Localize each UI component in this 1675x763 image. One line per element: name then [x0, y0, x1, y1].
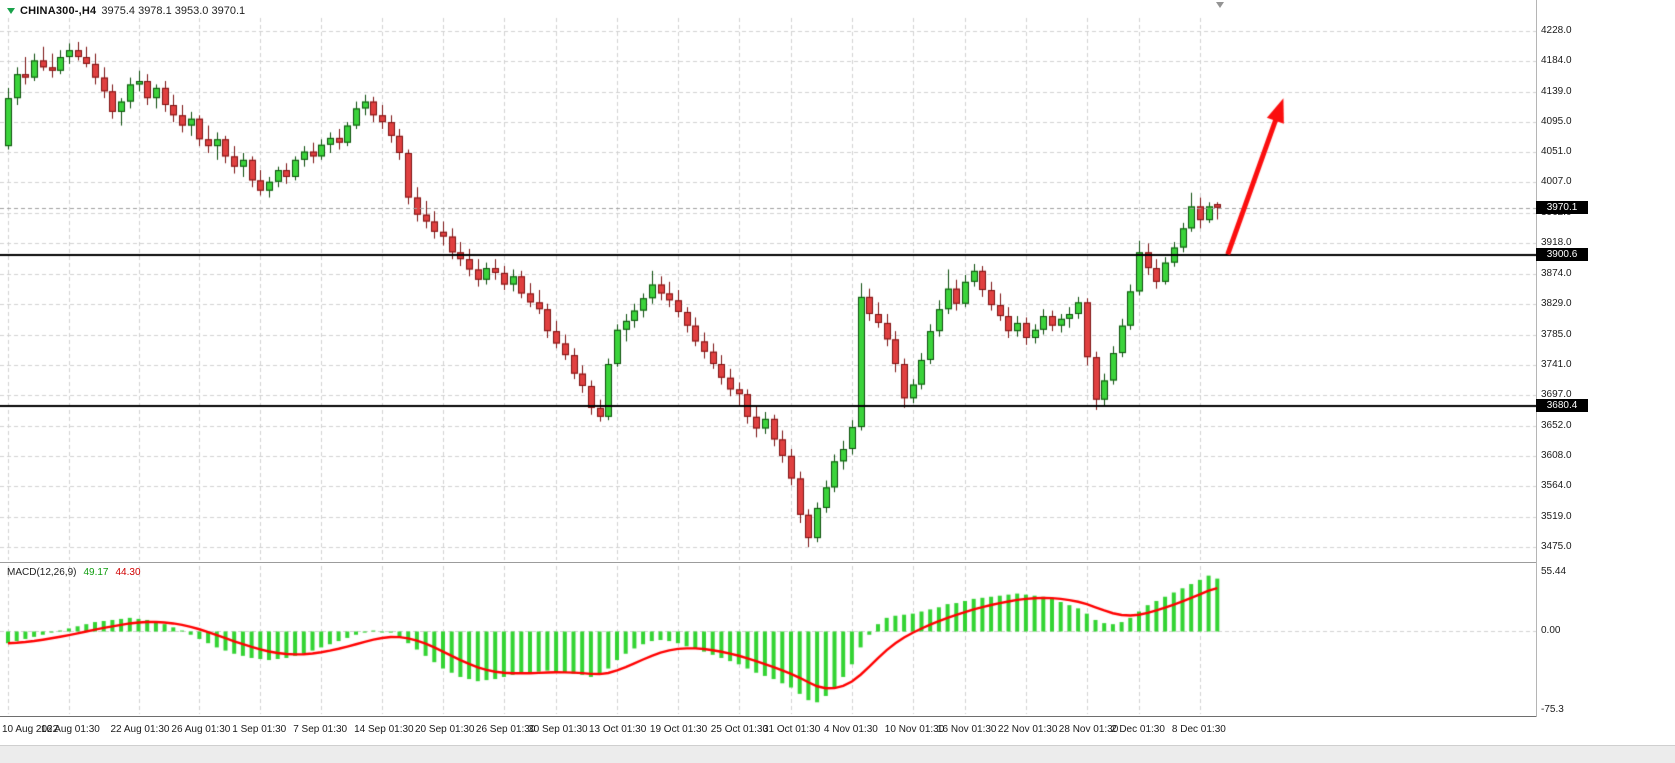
price-tick-label: 3741.0 [1541, 358, 1572, 370]
time-axis-separator [0, 716, 1537, 717]
price-tick-label: 3652.0 [1541, 419, 1572, 431]
time-tick-label: 1 Sep 01:30 [232, 724, 287, 735]
chart-shift-marker-icon[interactable] [1216, 2, 1224, 8]
price-tick-label: 3874.0 [1541, 267, 1572, 279]
time-tick-label: 30 Sep 01:30 [528, 724, 588, 735]
window-bottom-edge [0, 745, 1675, 763]
time-tick-label: 16 Aug 01:30 [40, 724, 100, 735]
price-tick-label: 4139.0 [1541, 85, 1572, 97]
time-tick-label: 16 Nov 01:30 [937, 724, 997, 735]
symbol-ohlc-values: 3975.4 3978.1 3953.0 3970.1 [101, 5, 246, 17]
pane-separator[interactable] [0, 562, 1537, 563]
price-tick-label: 4007.0 [1541, 176, 1572, 188]
time-tick-label: 22 Nov 01:30 [997, 724, 1058, 735]
time-tick-label: 2 Dec 01:30 [1111, 724, 1165, 735]
price-tick-label: 3564.0 [1541, 480, 1572, 491]
symbol-dropdown-icon[interactable] [7, 8, 15, 14]
time-tick-label: 22 Aug 01:30 [110, 724, 170, 735]
macd-main-value: 49.17 [83, 567, 109, 578]
price-tick-label: 4184.0 [1541, 55, 1572, 67]
time-tick-label: 13 Oct 01:30 [589, 724, 647, 735]
price-tick-label: 4051.0 [1541, 146, 1572, 158]
time-tick-label: 10 Aug 2022 [2, 724, 59, 735]
price-tick-label: 3829.0 [1541, 298, 1572, 310]
price-badge-last-price: 3970.1 [1536, 200, 1588, 214]
symbol-label: CHINA300-,H4 3975.4 3978.1 3953.0 3970.1 [7, 5, 245, 17]
time-tick-label: 20 Sep 01:30 [415, 724, 475, 735]
price-tick-label: 3519.0 [1541, 510, 1572, 522]
time-tick-label: 8 Dec 01:30 [1171, 724, 1226, 735]
macd-signal-value: 44.30 [115, 567, 141, 578]
time-tick-label: 26 Aug 01:30 [171, 724, 231, 735]
axis-vertical-separator [1536, 0, 1537, 743]
time-axis[interactable]: 10 Aug 2022 16 Aug 01:30 22 Aug 01:30 26 Au… [0, 717, 1537, 743]
time-tick-label: 31 Oct 01:30 [763, 724, 821, 735]
price-tick-label: 3785.0 [1541, 328, 1572, 340]
price-tick-label: 3475.0 [1541, 541, 1572, 552]
time-tick-label: 26 Sep 01:30 [475, 724, 536, 735]
price-tick-label: 3697.0 [1541, 388, 1572, 400]
time-tick-label: 10 Nov 01:30 [884, 724, 945, 735]
price-badge-support-level: 3680.4 [1536, 399, 1588, 413]
price-axis[interactable]: 4228.04184.04139.04095.04051.04007.03962… [1537, 0, 1675, 743]
time-tick-label: 14 Sep 01:30 [354, 724, 414, 735]
time-tick-label: 25 Oct 01:30 [710, 724, 769, 735]
time-tick-label: 7 Sep 01:30 [293, 724, 348, 735]
time-tick-label: 19 Oct 01:30 [649, 724, 708, 735]
price-tick-label: 3608.0 [1541, 449, 1572, 461]
macd-indicator-label: MACD(12,26,9) 49.17 44.30 [7, 567, 141, 578]
price-tick-label: 4228.0 [1541, 25, 1572, 36]
macd-tick-label: 55.44 [1541, 566, 1567, 577]
price-tick-label: 3918.0 [1541, 237, 1572, 249]
macd-tick-label: 0.00 [1541, 624, 1561, 636]
macd-label-text: MACD(12,26,9) [7, 567, 77, 578]
time-tick-label: 28 Nov 01:30 [1058, 724, 1119, 735]
macd-tick-label: -75.3 [1541, 704, 1564, 715]
time-tick-label: 4 Nov 01:30 [823, 724, 878, 735]
price-badge-resistance-level: 3900.6 [1536, 248, 1588, 262]
symbol-name: CHINA300-,H4 [20, 5, 97, 17]
price-tick-label: 4095.0 [1541, 116, 1572, 128]
